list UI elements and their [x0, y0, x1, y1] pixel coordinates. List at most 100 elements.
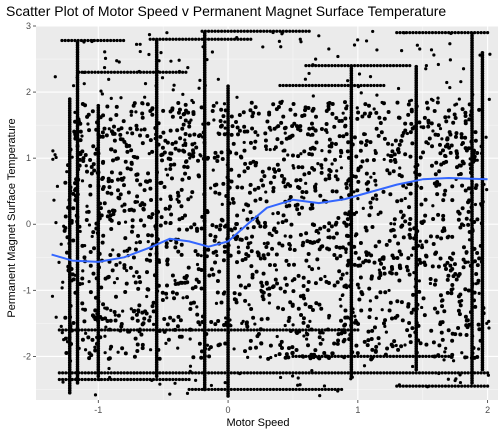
scatter-point — [411, 354, 415, 358]
scatter-point — [157, 260, 162, 264]
scatter-point — [215, 290, 220, 295]
scatter-point — [184, 371, 188, 375]
scatter-point — [277, 39, 281, 44]
scatter-point — [176, 199, 181, 204]
scatter-point — [314, 140, 319, 145]
scatter-point — [302, 296, 307, 301]
scatter-point — [159, 215, 164, 220]
scatter-point — [265, 387, 269, 392]
scatter-point — [291, 387, 295, 392]
scatter-point — [457, 172, 461, 177]
scatter-point — [267, 166, 272, 171]
scatter-point — [431, 217, 436, 222]
scatter-point — [446, 273, 451, 278]
scatter-point — [395, 31, 399, 35]
scatter-point — [395, 199, 400, 204]
scatter-point — [279, 45, 283, 49]
scatter-point — [138, 133, 143, 138]
scatter-point — [186, 197, 191, 202]
scatter-point — [420, 305, 424, 310]
scatter-point — [456, 308, 461, 313]
scatter-point — [83, 377, 87, 382]
scatter-point — [383, 290, 388, 295]
scatter-point — [278, 29, 282, 33]
scatter-point — [53, 75, 57, 79]
scatter-point — [106, 371, 110, 375]
scatter-point — [219, 37, 224, 41]
scatter-point — [235, 213, 240, 218]
scatter-point — [458, 332, 463, 337]
scatter-point — [216, 37, 220, 41]
scatter-point — [443, 31, 448, 35]
scatter-point — [93, 151, 98, 156]
scatter-point — [99, 328, 104, 332]
scatter-point — [116, 350, 120, 354]
scatter-point — [332, 341, 337, 346]
scatter-point — [258, 196, 263, 201]
scatter-point — [80, 282, 85, 286]
scatter-point — [147, 52, 151, 57]
scatter-point — [440, 304, 445, 309]
scatter-point — [142, 316, 147, 321]
scatter-point — [357, 72, 362, 76]
scatter-point — [136, 286, 141, 291]
scatter-point — [392, 222, 397, 226]
scatter-point — [433, 172, 438, 177]
scatter-point — [444, 346, 448, 350]
scatter-point — [151, 328, 156, 332]
scatter-point — [229, 371, 233, 375]
scatter-point — [463, 31, 467, 35]
scatter-point — [122, 208, 127, 213]
scatter-point — [70, 38, 74, 43]
scatter-point — [434, 183, 439, 188]
scatter-point — [317, 335, 322, 340]
scatter-point — [340, 354, 344, 358]
scatter-point — [243, 298, 248, 303]
scatter-point — [138, 328, 143, 332]
scatter-point — [138, 240, 143, 245]
scatter-point — [164, 291, 169, 296]
scatter-point — [255, 328, 259, 332]
scatter-point — [70, 371, 74, 375]
scatter-point — [251, 225, 256, 230]
scatter-point — [135, 328, 139, 332]
scatter-point — [378, 354, 383, 358]
scatter-point — [389, 222, 393, 226]
scatter-point — [365, 83, 370, 88]
scatter-point — [487, 326, 491, 330]
scatter-point — [116, 313, 121, 318]
scatter-point — [164, 377, 169, 382]
scatter-point — [264, 199, 269, 204]
scatter-point — [447, 371, 451, 375]
scatter-point — [265, 328, 269, 332]
scatter-point — [310, 206, 315, 211]
scatter-point — [237, 112, 242, 117]
scatter-point — [223, 126, 227, 130]
scatter-point — [150, 212, 155, 217]
scatter-point — [324, 108, 329, 113]
scatter-point — [106, 328, 110, 332]
scatter-point — [148, 138, 153, 143]
scatter-point — [297, 83, 302, 88]
scatter-point — [338, 148, 343, 153]
scatter-point — [286, 346, 291, 351]
scatter-point — [107, 77, 111, 81]
scatter-point — [129, 229, 134, 234]
scatter-point — [130, 224, 135, 229]
scatter-point — [454, 131, 459, 136]
scatter-point — [265, 29, 269, 33]
scatter-point — [458, 380, 463, 385]
scatter-point — [336, 216, 341, 221]
scatter-point — [293, 112, 298, 117]
scatter-point — [210, 328, 214, 332]
scatter-point — [398, 64, 402, 68]
scatter-point — [125, 248, 130, 253]
scatter-point — [213, 387, 217, 392]
scatter-point — [304, 354, 308, 358]
scatter-point — [81, 269, 85, 273]
scatter-point — [252, 29, 256, 33]
scatter-point — [473, 186, 478, 191]
scatter-point — [104, 133, 109, 138]
scatter-point — [358, 275, 363, 280]
scatter-point — [135, 371, 139, 375]
